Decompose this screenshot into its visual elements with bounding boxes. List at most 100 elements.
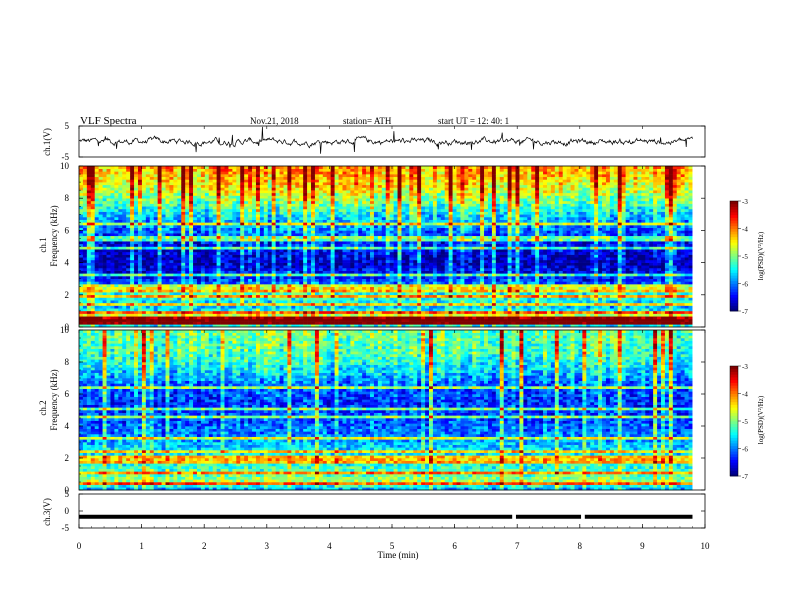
ch1-spectrogram-cell (311, 292, 316, 296)
ch1-spectrogram-cell (373, 208, 379, 212)
ch1-spectrogram-cell (271, 214, 276, 218)
ch1-spectrogram-cell (232, 262, 237, 266)
ch1-spectrogram-cell (397, 203, 402, 207)
ch1-spectrogram-cell (196, 227, 202, 231)
ch1-spectrogram-cell (200, 241, 206, 245)
ch1-spectrogram-cell (173, 251, 178, 255)
ch1-spectrogram-cell (385, 265, 390, 269)
ch1-spectrogram-cell (165, 292, 170, 296)
ch1-spectrogram-cell (401, 222, 406, 226)
ch1-spectrogram-cell (177, 276, 182, 279)
ch1-spectrogram-cell (299, 174, 304, 178)
ch1-spectrogram-cell (94, 267, 99, 271)
ch1-spectrogram-cell (114, 259, 119, 263)
ch1-spectrogram-cell (86, 246, 92, 250)
ch1-spectrogram-cell (362, 278, 367, 282)
ch1-spectrogram-cell (275, 225, 280, 229)
ch1-spectrogram-cell (149, 176, 155, 180)
ch1-spectrogram-cell (338, 216, 343, 220)
ch1-spectrogram-cell (232, 259, 237, 263)
ch1-spectrogram-cell (98, 267, 103, 271)
ch1-spectrogram-cell (240, 300, 245, 304)
ch1-spectrogram-cell (114, 316, 119, 320)
ch1-spectrogram-cell (263, 187, 269, 191)
ch1-spectrogram-cell (307, 289, 312, 293)
ch1-spectrogram-cell (393, 294, 398, 298)
ch1-spectrogram-cell (252, 251, 257, 255)
ch1-spectrogram-cell (177, 233, 182, 237)
ch1-spectrogram-cell (354, 235, 359, 239)
ch1-spectrogram-cell (110, 294, 115, 298)
ch1-spectrogram-cell (102, 174, 107, 178)
ch1-spectrogram-cell (145, 278, 151, 282)
ch1-spectrogram-cell (118, 214, 123, 218)
ch1-spectrogram-cell (122, 273, 127, 277)
ch1-spectrogram-cell (381, 267, 387, 271)
ch1-spectrogram-cell (204, 292, 210, 296)
ch1-spectrogram-cell (212, 313, 217, 317)
ch1-spectrogram-cell (255, 222, 261, 226)
ch1-spectrogram-cell (275, 230, 280, 234)
ch1-spectrogram-cell (366, 286, 371, 290)
ch1-spectrogram-cell (189, 267, 194, 271)
ch1-spectrogram-cell (303, 174, 308, 178)
ch1-spectrogram-cell (401, 276, 406, 279)
ch1-spectrogram-cell (255, 310, 261, 314)
ch1-spectrogram-cell (295, 257, 300, 261)
ch1-spectrogram-cell (86, 249, 92, 253)
ch1-spectrogram-cell (114, 206, 119, 210)
ch1-spectrogram-cell (173, 254, 178, 258)
ch1-spectrogram-cell (200, 176, 206, 180)
ch1-spectrogram-cell (165, 190, 170, 194)
ch1-spectrogram-cell (157, 246, 162, 250)
ch1-spectrogram-cell (303, 251, 308, 255)
ch1-spectrogram-cell (114, 265, 119, 269)
ch1-spectrogram-cell (401, 176, 406, 180)
ch1-spectrogram-cell (173, 227, 178, 231)
ch1-spectrogram-cell (401, 214, 406, 218)
ch1-spectrogram-cell (291, 292, 296, 296)
ch1-spectrogram-cell (358, 273, 363, 277)
ch1-spectrogram-cell (338, 292, 343, 296)
ch1-spectrogram-cell (287, 305, 292, 309)
ch1-spectrogram-cell (334, 200, 339, 204)
ch1-spectrogram-cell (385, 192, 390, 196)
ch1-spectrogram-cell (358, 246, 363, 250)
ch1-spectrogram-cell (311, 318, 316, 322)
ch1-spectrogram-cell (307, 313, 312, 317)
ch1-spectrogram-cell (354, 233, 359, 237)
ch1-spectrogram-cell (307, 219, 312, 223)
ch1-spectrogram-cell (377, 211, 383, 215)
ch1-spectrogram-cell (228, 286, 233, 290)
ch1-spectrogram-cell (287, 265, 292, 269)
ch1-spectrogram-cell (153, 192, 158, 196)
ch1-spectrogram-cell (373, 176, 379, 180)
ch1-spectrogram-cell (200, 270, 206, 274)
ch1-spectrogram-cell (259, 192, 265, 196)
ch1-spectrogram-cell (161, 190, 166, 194)
ch1-spectrogram-cell (279, 235, 284, 239)
ch1-spectrogram-cell (181, 182, 186, 186)
ch1-spectrogram-cell (307, 184, 312, 188)
ch1-spectrogram-cell (114, 222, 119, 226)
ch1-spectrogram-cell (134, 251, 139, 255)
ch1-spectrogram-cell (397, 171, 402, 175)
ch1-spectrogram-cell (267, 284, 272, 288)
ch1-spectrogram-cell (401, 273, 406, 277)
ch1-spectrogram-cell (130, 265, 135, 269)
ch1-spectrogram-cell (220, 195, 225, 199)
ch1-spectrogram-cell (244, 292, 249, 296)
ch1-spectrogram-cell (377, 222, 383, 226)
ch1-spectrogram-cell (338, 171, 343, 175)
ch1-spectrogram-cell (252, 182, 257, 186)
ch1-spectrogram-cell (224, 176, 229, 180)
ch1-spectrogram-cell (208, 265, 213, 269)
ch1-spectrogram-cell (370, 171, 375, 175)
ch1-spectrogram-cell (130, 206, 135, 210)
ch1-spectrogram-cell (236, 203, 241, 207)
ch1-spectrogram-cell (397, 235, 402, 239)
ch1-spectrogram-cell (326, 230, 331, 234)
ch1-spectrogram-cell (346, 286, 351, 290)
ch1-spectrogram-cell (240, 187, 245, 191)
ch1-spectrogram-cell (381, 208, 387, 212)
